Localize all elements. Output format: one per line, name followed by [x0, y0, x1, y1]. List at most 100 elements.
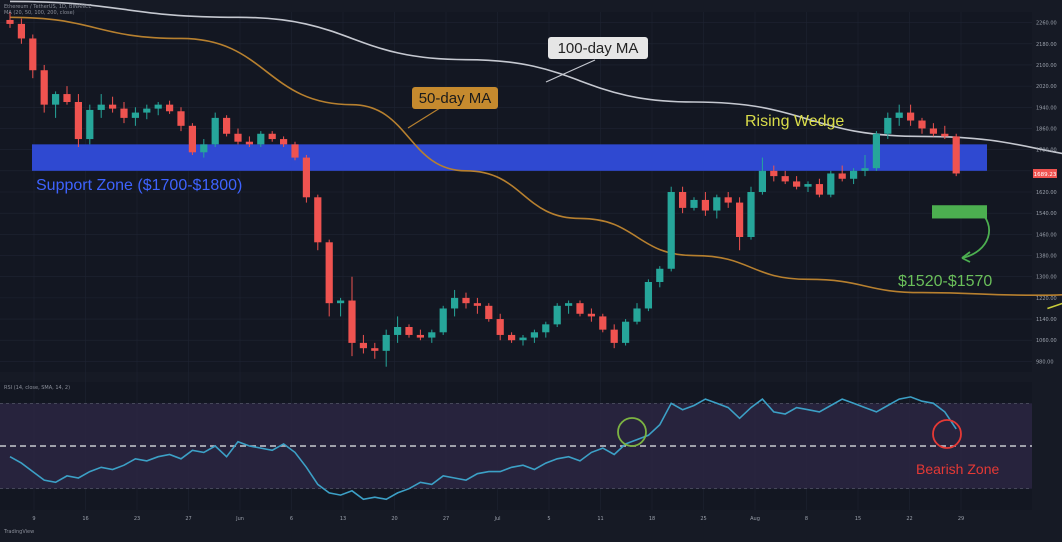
candle-body [576, 303, 584, 314]
candle-body [416, 334, 424, 338]
candle-body [542, 324, 550, 333]
price-tick-label: 1060.00 [1036, 338, 1057, 344]
price-tick-label: 1860.00 [1036, 126, 1057, 132]
candle-body [667, 192, 675, 269]
price-tick-label: 1380.00 [1036, 254, 1057, 260]
price-tick-label: 1780.00 [1036, 148, 1057, 154]
candle-body [918, 120, 926, 129]
candle-body [462, 297, 470, 304]
candle-body [508, 334, 516, 341]
candle-body [154, 104, 162, 109]
candle-body [200, 144, 208, 153]
rsi-cross-circle [617, 417, 647, 447]
candle-body [257, 133, 265, 145]
candle-body [6, 19, 14, 24]
candle-body [86, 109, 94, 140]
candle-body [804, 184, 812, 187]
time-tick-label: 15 [855, 516, 861, 522]
candle-body [245, 141, 253, 145]
rsi-line [9, 396, 957, 501]
candle-body [439, 308, 447, 333]
candle-body [211, 117, 219, 145]
candle-body [758, 170, 766, 192]
candle-body [656, 268, 664, 282]
candle-body [941, 133, 949, 137]
time-tick-label: 16 [82, 516, 88, 522]
price-tick-label: 1940.00 [1036, 105, 1057, 111]
time-tick-label: 8 [805, 516, 808, 522]
candle-body [815, 184, 823, 195]
price-tick-label: 2020.00 [1036, 84, 1057, 90]
candle-body [679, 192, 687, 208]
candle-body [473, 303, 481, 306]
candle-body [872, 133, 880, 169]
candle-body [371, 348, 379, 351]
candle-body [131, 112, 139, 118]
rsi-legend-header: RSI (14, close, SMA, 14, 2) [4, 385, 70, 391]
ma50-line [9, 16, 1062, 297]
rising-wedge-label: Rising Wedge [745, 113, 844, 130]
candle-body [622, 321, 630, 343]
price-tick-label: 1460.00 [1036, 232, 1057, 238]
candle-body [884, 117, 892, 134]
target-zone-box [932, 205, 987, 219]
time-tick-label: Jun [235, 516, 244, 522]
candle-body [188, 125, 196, 153]
target-zone-label: $1520-$1570 [898, 273, 992, 290]
candle-body [428, 332, 436, 338]
candle-body [599, 316, 607, 330]
candle-body [850, 170, 858, 179]
ma50-pointer [407, 107, 441, 129]
ma100-line [9, 0, 1062, 155]
time-tick-label: 29 [958, 516, 964, 522]
candle-body [553, 305, 561, 325]
time-tick-label: 6 [290, 516, 293, 522]
price-tick-label: 2100.00 [1036, 63, 1057, 69]
time-tick-label: 9 [32, 516, 35, 522]
candle-body [52, 94, 60, 105]
time-tick-label: Jul [493, 516, 500, 522]
candle-body [690, 199, 698, 208]
price-tick-label: 1540.00 [1036, 211, 1057, 217]
ma100-pointer [545, 59, 596, 83]
candle-body [348, 300, 356, 343]
candle-body [952, 136, 960, 174]
ma100-label-box [548, 37, 648, 59]
candle-body [633, 308, 641, 322]
candle-body [485, 305, 493, 320]
price-tick-label: 1220.00 [1036, 296, 1057, 302]
candle-body [770, 170, 778, 177]
candle-body [359, 342, 367, 349]
candle-body [74, 102, 82, 140]
price-tick-label: 1620.00 [1036, 190, 1057, 196]
candle-body [907, 112, 915, 121]
candle-body [382, 334, 390, 351]
candle-body [793, 181, 801, 187]
candles [6, 12, 960, 367]
time-tick-label: 27 [443, 516, 449, 522]
candle-body [291, 144, 299, 158]
candle-body [895, 112, 903, 118]
candle-body [234, 133, 242, 142]
current-price-tag [1033, 169, 1057, 178]
candle-body [451, 297, 459, 309]
candle-body [166, 104, 174, 112]
candle-body [701, 199, 709, 211]
candle-body [736, 202, 744, 237]
candle-body [724, 197, 732, 203]
candle-body [610, 329, 618, 343]
price-tick-label: 980.00 [1036, 359, 1054, 365]
candle-body [747, 192, 755, 237]
candle-body [565, 303, 573, 306]
target-arrow [961, 209, 990, 259]
candle-body [781, 176, 789, 182]
candle-body [97, 104, 105, 110]
time-tick-label: 20 [391, 516, 397, 522]
candle-body [644, 282, 652, 309]
time-axis: 9 16 23 27 Jun 6 13 20 27 Jul 5 11 18 25 Aug 8 15 22 29 [32, 516, 964, 522]
candle-body [120, 108, 128, 118]
ma-legend-header: MA (20, 50, 100, 200, close) [4, 10, 75, 16]
price-tick-label: 1140.00 [1036, 317, 1057, 323]
